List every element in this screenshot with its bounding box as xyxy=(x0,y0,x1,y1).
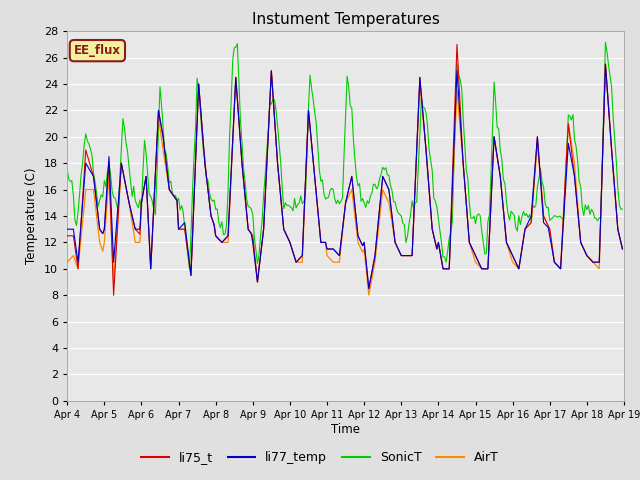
Y-axis label: Temperature (C): Temperature (C) xyxy=(26,168,38,264)
Legend: li75_t, li77_temp, SonicT, AirT: li75_t, li77_temp, SonicT, AirT xyxy=(136,446,504,469)
Text: EE_flux: EE_flux xyxy=(74,44,121,57)
Title: Instument Temperatures: Instument Temperatures xyxy=(252,12,440,27)
X-axis label: Time: Time xyxy=(331,422,360,436)
